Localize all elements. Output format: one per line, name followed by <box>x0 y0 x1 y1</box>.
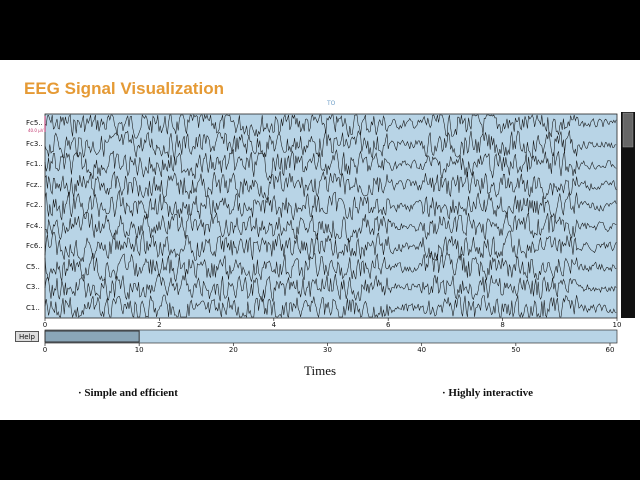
bullet-interactive: · Highly interactive <box>442 387 534 399</box>
channel-label: Fc5.. <box>26 119 43 127</box>
x-tick-label: 10 <box>612 321 622 329</box>
x-tick-label: 0 <box>42 321 48 329</box>
overview-tick-label: 60 <box>605 346 615 354</box>
page-title: EEG Signal Visualization <box>24 79 224 98</box>
overview-tick-label: 20 <box>228 346 238 354</box>
scrollbar-thumb <box>622 112 634 148</box>
annotation-label: TO <box>327 100 336 107</box>
eeg-trace <box>44 251 617 283</box>
eeg-trace <box>44 170 617 201</box>
help-button[interactable]: Help <box>15 331 39 342</box>
eeg-trace <box>44 148 617 182</box>
channel-label: Fc3.. <box>26 139 43 148</box>
overview-tick-label: 40 <box>417 346 427 354</box>
channel-label: Fc2.. <box>26 201 43 209</box>
overview-window <box>44 330 140 343</box>
eeg-trace <box>44 130 617 161</box>
scale-label: 40.0 µV <box>28 128 44 133</box>
eeg-traces <box>44 113 617 319</box>
eeg-trace <box>44 189 617 221</box>
x-tick-label: 2 <box>157 321 162 329</box>
x-tick-label: 6 <box>385 321 391 329</box>
channel-label: C1.. <box>26 303 40 312</box>
x-axis-label: Times <box>304 363 337 378</box>
overview-tick-label: 30 <box>323 346 332 354</box>
eeg-trace <box>44 113 617 139</box>
channel-label: C3.. <box>26 283 40 291</box>
eeg-trace <box>44 293 617 319</box>
overview-tick-label: 10 <box>134 346 144 354</box>
overview-tick-label: 0 <box>42 346 48 354</box>
overview-tick-marks <box>44 343 611 346</box>
eeg-trace <box>44 230 617 263</box>
x-tick-label: 8 <box>500 321 505 329</box>
bullet-simple: · Simple and efficient <box>78 387 178 399</box>
channel-label: Fc1.. <box>26 160 43 168</box>
eeg-plot[interactable] <box>0 60 640 360</box>
scrollbar-track <box>621 112 635 318</box>
x-tick-label: 4 <box>271 321 277 329</box>
slide: EEG Signal Visualization TO Fc5.. Fc3.. Fc… <box>0 60 640 420</box>
overview-tick-label: 50 <box>511 346 521 354</box>
channel-label: C5.. <box>26 262 40 271</box>
eeg-trace <box>44 211 617 243</box>
channel-label: Fc4.. <box>26 221 43 230</box>
channel-label: Fc6.. <box>26 242 43 250</box>
channel-label: Fcz.. <box>26 180 42 189</box>
x-tick-marks <box>44 318 618 321</box>
eeg-trace <box>44 273 617 303</box>
